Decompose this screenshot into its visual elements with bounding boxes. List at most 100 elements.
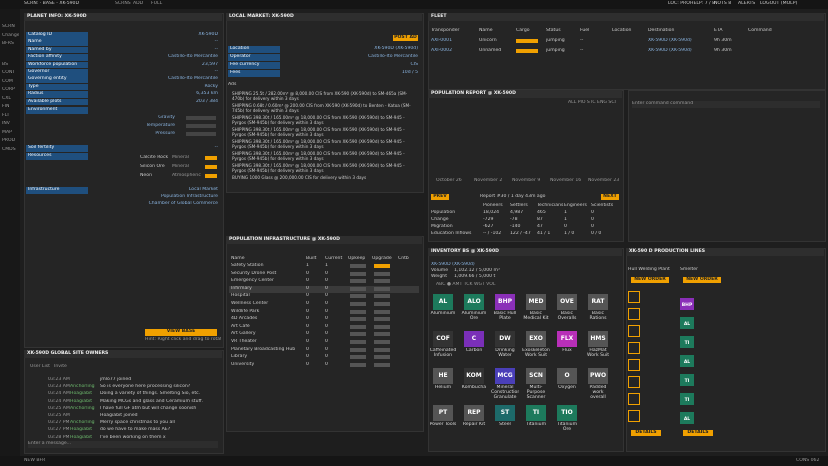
order-tile[interactable]: AL <box>680 412 694 424</box>
post-ad-button[interactable]: POST AD <box>393 35 418 41</box>
report-cell: Migration <box>431 224 453 229</box>
tab[interactable]: User List <box>30 364 50 369</box>
ad[interactable]: BUYING 1000 Glass @ 200,000.00 CIS for d… <box>232 175 367 180</box>
order-tile[interactable]: BHP <box>680 298 694 310</box>
material-tile[interactable]: FLX <box>557 331 577 347</box>
sort-options[interactable]: ABC ● AMT TCK WGT VOL <box>436 282 496 287</box>
material-tile[interactable]: SCN <box>526 368 546 384</box>
fleet-cell: Unicorn <box>479 38 497 43</box>
material-tile[interactable]: HE <box>433 368 453 384</box>
report-cell: 0 <box>591 224 594 229</box>
material-tile[interactable]: ST <box>495 405 515 421</box>
sidebar-item[interactable]: FLT <box>2 112 10 118</box>
material-tile[interactable]: EXO <box>526 331 546 347</box>
material-tile[interactable]: MED <box>526 294 546 310</box>
view-base-button[interactable]: VIEW BASE <box>145 329 217 336</box>
sidebar-item[interactable]: SCRN <box>2 24 15 29</box>
prev-button[interactable]: PREV <box>431 194 449 200</box>
details-button[interactable]: DETAILS <box>683 430 713 436</box>
order-tile[interactable]: TI <box>680 393 694 405</box>
material-tile[interactable]: OVE <box>557 294 577 310</box>
sidebar-item[interactable]: INV <box>2 121 10 126</box>
material-tile[interactable]: TIO <box>557 405 577 421</box>
resource-bar <box>205 174 217 178</box>
sidebar-item[interactable]: CORP <box>2 87 15 92</box>
sidebar-item[interactable]: CONT <box>2 70 16 75</box>
infra-cell: 0 <box>306 361 309 367</box>
sidebar-item[interactable]: BS <box>2 61 8 67</box>
ad[interactable]: SHIPPING 398.30t / 165.00m³ @ 18,000.00 … <box>232 151 405 162</box>
material-tile[interactable]: BHP <box>495 294 515 310</box>
sidebar-item[interactable]: Change <box>2 32 19 38</box>
material-tile[interactable]: AL <box>433 294 453 310</box>
row-highlight <box>229 285 419 293</box>
new-order-button[interactable]: NEW ORDER <box>683 277 721 283</box>
ad[interactable]: SHIPPING 398.30t / 165.00m³ @ 18,000.00 … <box>232 139 405 150</box>
material-tile[interactable]: C <box>464 331 484 347</box>
new-buffer-button[interactable]: NEW BFR <box>24 458 46 463</box>
material-tile[interactable]: REP <box>464 405 484 421</box>
command-input[interactable]: Enter command command <box>632 101 820 108</box>
column-header: Command <box>748 28 772 33</box>
ad[interactable]: SHIPPING 398.30t / 165.00m³ @ 18,000.00 … <box>232 163 405 174</box>
material-tile[interactable]: DW <box>495 331 515 347</box>
env-bar <box>186 132 216 136</box>
panel-title: LOCAL MARKET: XK-590D <box>226 13 422 21</box>
material-tile[interactable]: MCG <box>495 368 515 384</box>
sidebar-item[interactable]: CMDS <box>2 146 16 152</box>
ad[interactable]: SHIPPING 0.68t / 0.60m³ @ 200.00 CIS fro… <box>232 103 411 114</box>
details-button[interactable]: DETAILS <box>631 430 661 436</box>
top-button[interactable]: SCRNS <box>115 1 131 6</box>
order-tile[interactable]: TI <box>680 336 694 348</box>
infra-link[interactable]: Population Infrastructure <box>160 194 218 199</box>
sidebar-item[interactable]: MAP <box>2 129 12 135</box>
material-tile[interactable]: RAT <box>588 294 608 310</box>
top-status[interactable]: NOTS 8 <box>714 1 732 6</box>
msg-time: 03:24 AM <box>48 398 70 404</box>
chat-input[interactable]: Enter a message... <box>28 441 218 448</box>
order-tile[interactable]: AL <box>680 355 694 367</box>
top-status[interactable]: LOGOUT (MOLP) <box>760 1 798 6</box>
env-bar <box>186 116 216 120</box>
sidebar-item[interactable]: CXL <box>2 95 11 101</box>
ad[interactable]: SHIPPING 398.30t / 165.00m³ @ 18,000.00 … <box>232 127 405 138</box>
sidebar-item[interactable]: COM <box>2 78 13 84</box>
sidebar-item[interactable]: BFRS <box>2 41 14 46</box>
top-button[interactable]: ADD <box>133 1 144 6</box>
infra-link[interactable]: Chamber of Global Commerce <box>148 201 218 206</box>
material-tile[interactable]: COF <box>433 331 453 347</box>
material-tile[interactable]: KOM <box>464 368 484 384</box>
material-tile[interactable]: ALO <box>464 294 484 310</box>
panel <box>226 236 424 432</box>
material-name: Basic Medical Kit <box>523 311 549 322</box>
fleet-cell: 9h 30m <box>714 48 732 53</box>
queue-slot <box>628 359 640 371</box>
material-tile[interactable]: HMS <box>588 331 608 347</box>
material-tile[interactable]: O <box>557 368 577 384</box>
ad[interactable]: SHIPPING 25.5t / 282.00m³ @ 8,000.00 CIS… <box>232 91 408 102</box>
msg-user: Anchorling <box>70 405 95 411</box>
top-status[interactable]: HELP: 7 / 8 <box>690 1 716 6</box>
tab[interactable]: Invite <box>54 364 67 369</box>
top-button[interactable]: FULL <box>151 1 163 6</box>
material-tile[interactable]: TI <box>526 405 546 421</box>
top-status[interactable]: ALERTS <box>738 1 756 6</box>
queue-slot <box>628 376 640 388</box>
material-tile[interactable]: PT <box>433 405 453 421</box>
infra-cell: 0 <box>325 331 328 337</box>
sidebar-item[interactable]: FIN <box>2 104 10 109</box>
order-tile[interactable]: TI <box>680 374 694 386</box>
new-order-button[interactable]: NEW ORDER <box>631 277 669 283</box>
sidebar-item[interactable]: PROD <box>2 138 16 143</box>
upgrade-bar <box>374 302 390 306</box>
top-status[interactable]: LOC: PRO <box>668 1 690 6</box>
fleet-cell: XK-590D (XK-590d) <box>648 38 692 43</box>
next-button[interactable]: NEXT <box>601 194 619 200</box>
column-header: Pioneers <box>483 203 503 208</box>
ad[interactable]: SHIPPING 398.30t / 165.00m³ @ 18,000.00 … <box>232 115 405 126</box>
material-tile[interactable]: PWO <box>588 368 608 384</box>
infra-link[interactable]: Local Market <box>188 187 218 192</box>
column-header: Current <box>325 256 343 261</box>
resource-bar <box>205 156 217 160</box>
order-tile[interactable]: AL <box>680 317 694 329</box>
